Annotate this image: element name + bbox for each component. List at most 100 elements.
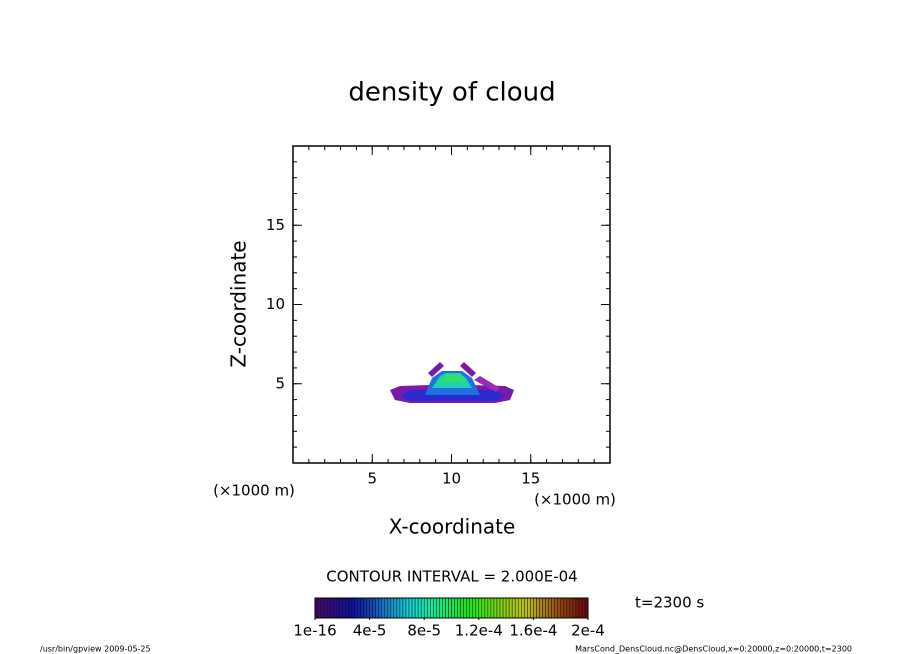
colorbar-label: 1.6e-4: [509, 622, 557, 640]
colorbar-cell: [530, 597, 534, 619]
colorbar-cell: [366, 597, 370, 619]
colorbar-cell: [472, 597, 477, 619]
colorbar-cell: [548, 597, 552, 619]
colorbar-cell: [521, 597, 525, 619]
colorbar-cell: [354, 597, 358, 619]
colorbar-cell: [357, 597, 361, 619]
colorbar-cell: [560, 597, 564, 619]
colorbar-cell: [375, 597, 379, 619]
colorbar-label: 1.2e-4: [455, 622, 503, 640]
colorbar-cell: [563, 597, 568, 619]
colorbar-cell: [439, 597, 443, 619]
colorbar-cell: [542, 597, 546, 619]
colorbar-label: 8e-5: [407, 622, 441, 640]
colorbar-cell: [399, 597, 404, 619]
colorbar-cell: [484, 597, 489, 619]
colorbar-cell: [554, 597, 558, 619]
colorbar-cell: [445, 597, 449, 619]
colorbar-cell: [448, 597, 452, 619]
colorbar-cell: [575, 597, 580, 619]
colorbar-cell: [557, 597, 561, 619]
colorbar-cell: [524, 597, 528, 619]
colorbar-frame: [314, 597, 589, 619]
colorbar-cell: [569, 597, 574, 619]
colorbar-cell: [381, 597, 386, 619]
colorbar-cell: [433, 597, 437, 619]
colorbar-cell: [396, 597, 401, 619]
colorbar-cell: [475, 597, 480, 619]
colorbar-cell: [496, 597, 501, 619]
colorbar-cell: [411, 597, 416, 619]
colorbar-cell: [581, 597, 586, 619]
colorbar-cell: [372, 597, 376, 619]
colorbar-cell: [351, 597, 355, 619]
colorbar-label: 4e-5: [353, 622, 387, 640]
colorbar-label: 2e-4: [571, 622, 605, 640]
colorbar-cell: [323, 597, 328, 619]
x-axis-label: X-coordinate: [389, 515, 516, 539]
colorbar-cell: [533, 597, 537, 619]
y-tick-label: 5: [275, 374, 285, 392]
colorbar-cell: [420, 597, 425, 619]
colorbar-cell: [402, 597, 407, 619]
colorbar-cell: [414, 597, 419, 619]
colorbar-cell: [517, 597, 522, 619]
footer-left: /usr/bin/gpview 2009-05-25: [40, 645, 151, 654]
colorbar-cell: [463, 597, 467, 619]
colorbar-cell: [335, 597, 340, 619]
colorbar-cell: [493, 597, 498, 619]
colorbar-cell: [539, 597, 543, 619]
chart-title: density of cloud: [348, 78, 555, 108]
colorbar-cell: [499, 597, 504, 619]
colorbar-cell: [360, 597, 364, 619]
colorbar-cell: [436, 597, 440, 619]
x-tick-label: 10: [442, 470, 461, 488]
colorbar-cell: [326, 597, 331, 619]
colorbar-cell: [393, 597, 398, 619]
colorbar-cell: [369, 597, 373, 619]
colorbar-cell: [469, 597, 473, 619]
colorbar-cell: [457, 597, 461, 619]
colorbar-cell: [384, 597, 389, 619]
colorbar-cell: [505, 597, 510, 619]
colorbar-cell: [426, 597, 431, 619]
colorbar-cell: [466, 597, 470, 619]
colorbar-cell: [408, 597, 413, 619]
x-unit: (×1000 m): [534, 491, 616, 509]
colorbar-cell: [490, 597, 495, 619]
colorbar-cell: [390, 597, 395, 619]
contour-interval: CONTOUR INTERVAL = 2.000E-04: [326, 568, 577, 586]
colorbar-cell: [317, 597, 322, 619]
colorbar-cell: [378, 597, 382, 619]
colorbar-cell: [487, 597, 492, 619]
colorbar-cell: [551, 597, 555, 619]
colorbar-cell: [527, 597, 531, 619]
colorbar-cell: [430, 597, 434, 619]
colorbar-cell: [329, 597, 334, 619]
colorbar-cell: [423, 597, 428, 619]
colorbar-cell: [572, 597, 577, 619]
colorbar-cell: [460, 597, 464, 619]
colorbar-cell: [451, 597, 455, 619]
colorbar-cell: [405, 597, 410, 619]
x-tick-label: 5: [367, 470, 377, 488]
colorbar-cell: [502, 597, 507, 619]
footer-right: MarsCond_DensCloud.nc@DensCloud,x=0:2000…: [575, 645, 852, 654]
colorbar-cell: [545, 597, 549, 619]
plot-frame: [292, 145, 611, 464]
y-tick-label: 10: [266, 295, 285, 313]
colorbar-cell: [478, 597, 483, 619]
colorbar-cell: [417, 597, 422, 619]
colorbar-cell: [348, 597, 352, 619]
colorbar-cell: [320, 597, 325, 619]
colorbar-cell: [387, 597, 392, 619]
colorbar-cell: [345, 597, 349, 619]
colorbar-cell: [332, 597, 337, 619]
colorbar-cell: [481, 597, 486, 619]
colorbar-cell: [514, 597, 519, 619]
colorbar-cell: [578, 597, 583, 619]
colorbar-cell: [508, 597, 513, 619]
y-unit: (×1000 m): [213, 482, 295, 500]
colorbar-cell: [339, 597, 343, 619]
